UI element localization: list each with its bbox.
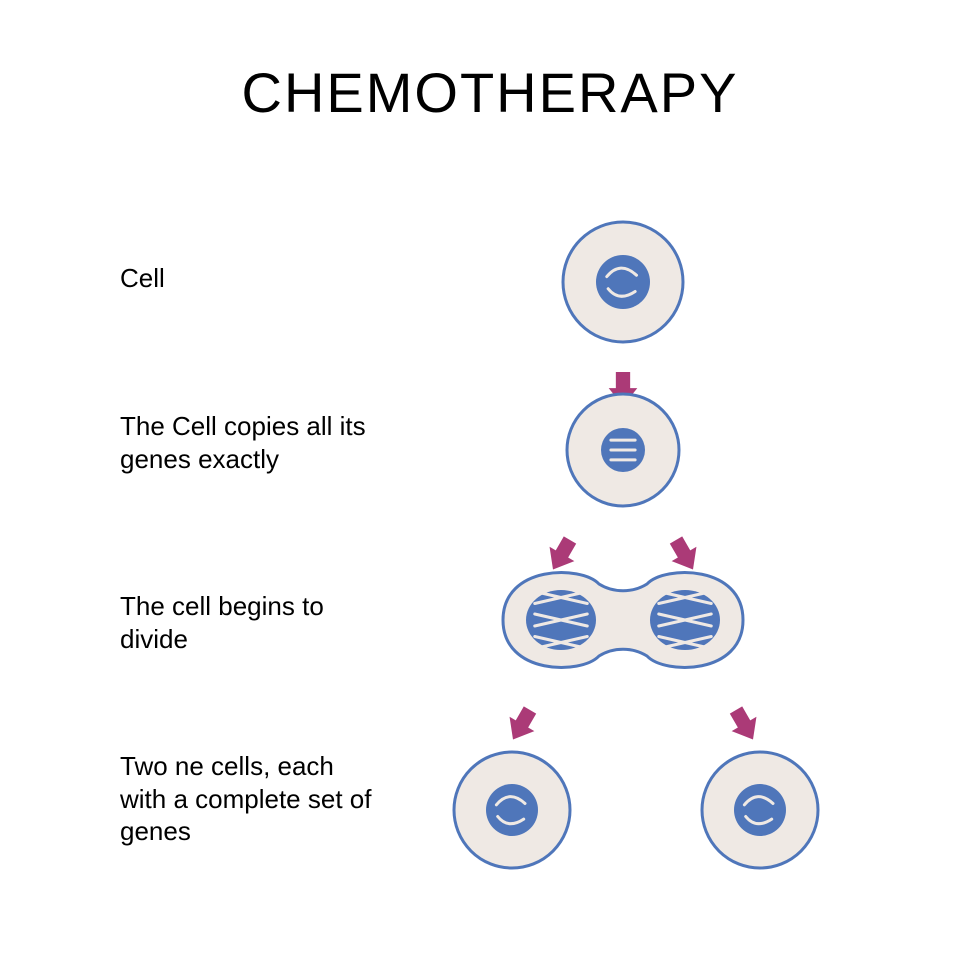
cell-stage-4-left	[454, 752, 570, 868]
arrow-3-left	[501, 703, 543, 747]
arrow-2-left	[541, 533, 583, 577]
cell-stage-1	[563, 222, 683, 342]
cell-division-diagram	[0, 0, 980, 980]
cell-stage-4-right	[702, 752, 818, 868]
cell-stage-3	[503, 573, 743, 668]
arrow-3-right	[724, 703, 766, 747]
cell-stage-2	[567, 394, 679, 506]
arrow-2-right	[664, 533, 706, 577]
infographic-canvas: CHEMOTHERAPY Cell The Cell copies all it…	[0, 0, 980, 980]
